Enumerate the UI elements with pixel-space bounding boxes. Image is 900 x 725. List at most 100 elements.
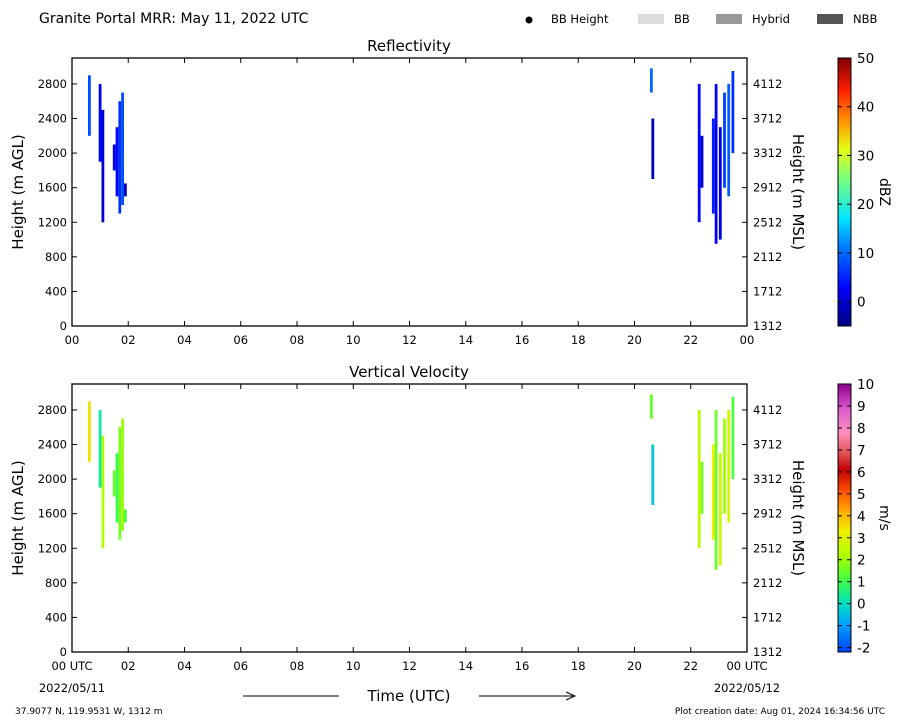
reflectivity-y2-tick-label: 1712 bbox=[753, 284, 782, 298]
velocity-plot-marks bbox=[88, 394, 735, 570]
legend-hybrid-swatch bbox=[716, 14, 742, 24]
reflectivity-panel: Reflectivity 00 02 04 06 08 10 12 14 16 18 20 22 000… bbox=[9, 37, 892, 347]
reflectivity-y-tick-label: 2800 bbox=[38, 77, 67, 91]
reflectivity-data-column bbox=[723, 92, 726, 188]
velocity-data-column bbox=[101, 435, 105, 549]
reflectivity-data-column bbox=[121, 92, 124, 205]
reflectivity-data-column bbox=[700, 135, 704, 188]
reflectivity-data-column bbox=[112, 144, 116, 171]
velocity-plot-frame bbox=[71, 383, 748, 653]
velocity-y-label: Height (m AGL) bbox=[9, 460, 27, 575]
reflectivity-y2-tick-label: 3312 bbox=[753, 146, 782, 160]
reflectivity-data-column bbox=[98, 83, 102, 162]
reflectivity-y2-tick-label: 2112 bbox=[753, 250, 782, 264]
reflectivity-data-column bbox=[88, 75, 91, 136]
velocity-data-column bbox=[112, 470, 116, 497]
legend-nbb-swatch bbox=[817, 14, 843, 24]
legend-bb-height-marker bbox=[525, 16, 533, 24]
velocity-data-column bbox=[650, 394, 653, 419]
velocity-data-column bbox=[731, 397, 735, 480]
reflectivity-data-column bbox=[118, 101, 122, 214]
reflectivity-title: Reflectivity bbox=[367, 37, 451, 55]
reflectivity-data-column bbox=[711, 118, 715, 214]
velocity-y2-tick-label: 3312 bbox=[753, 472, 782, 486]
velocity-y2-tick-label: 1712 bbox=[753, 610, 782, 624]
velocity-data-column bbox=[118, 427, 122, 540]
reflectivity-colorbar-label: dBZ bbox=[876, 178, 892, 206]
reflectivity-x-tick-label: 02 bbox=[121, 333, 136, 347]
reflectivity-colorbar-tick-label: 10 bbox=[857, 246, 874, 262]
reflectivity-colorbar-tick-label: 20 bbox=[857, 197, 874, 213]
reflectivity-data-column bbox=[727, 83, 731, 197]
legend-nbb-label: NBB bbox=[853, 12, 877, 26]
reflectivity-x-tick-label: 14 bbox=[458, 333, 473, 347]
velocity-data-column bbox=[124, 509, 127, 523]
creation-date-text: Plot creation date: Aug 01, 2024 16:34:5… bbox=[675, 707, 885, 717]
reflectivity-x-tick-label: 18 bbox=[571, 333, 586, 347]
reflectivity-x-tick-label: 06 bbox=[233, 333, 248, 347]
reflectivity-data-column bbox=[650, 68, 653, 93]
reflectivity-x-tick-label: 00 bbox=[740, 333, 755, 347]
reflectivity-data-column bbox=[651, 118, 655, 179]
velocity-y2-tick-label: 1312 bbox=[753, 645, 782, 659]
velocity-y-tick-label: 0 bbox=[60, 645, 67, 659]
reflectivity-x-tick-label: 08 bbox=[290, 333, 305, 347]
velocity-y2-tick-label: 2112 bbox=[753, 576, 782, 590]
velocity-y-tick-label: 800 bbox=[45, 576, 67, 590]
reflectivity-data-column bbox=[697, 83, 701, 223]
velocity-data-column bbox=[711, 444, 715, 540]
legend-hybrid-label: Hybrid bbox=[752, 12, 790, 26]
velocity-data-column bbox=[723, 418, 726, 514]
velocity-data-column bbox=[121, 418, 124, 531]
velocity-x-tick-label: 02 bbox=[121, 659, 136, 673]
reflectivity-colorbar-ticks: 0 10 20 30 40 50 bbox=[838, 51, 874, 311]
velocity-colorbar-tick-label: 5 bbox=[857, 487, 866, 503]
reflectivity-y-label: Height (m AGL) bbox=[9, 134, 27, 249]
velocity-colorbar-tick-label: -2 bbox=[857, 641, 870, 657]
velocity-x-tick-label: 08 bbox=[290, 659, 305, 673]
velocity-y-tick-label: 1600 bbox=[38, 507, 67, 521]
xlabel-arrowhead bbox=[565, 691, 577, 701]
velocity-x-tick-label: 16 bbox=[515, 659, 530, 673]
velocity-x-tick-label: 14 bbox=[458, 659, 473, 673]
velocity-data-column bbox=[697, 409, 701, 549]
reflectivity-x-tick-label: 22 bbox=[683, 333, 698, 347]
legend-bb-label: BB bbox=[674, 12, 690, 26]
velocity-y2-tick-label: 2512 bbox=[753, 541, 782, 555]
velocity-x-tick-label: 00 UTC bbox=[51, 659, 92, 673]
velocity-data-column bbox=[718, 453, 722, 566]
velocity-x-tick-label: 20 bbox=[627, 659, 642, 673]
reflectivity-y-tick-label: 400 bbox=[45, 284, 67, 298]
velocity-colorbar-tick-label: 2 bbox=[857, 553, 866, 569]
velocity-colorbar-tick-label: 10 bbox=[857, 377, 874, 393]
reflectivity-y2-tick-label: 2912 bbox=[753, 181, 782, 195]
velocity-y-tick-label: 400 bbox=[45, 610, 67, 624]
velocity-colorbar-tick-label: 8 bbox=[857, 421, 866, 437]
reflectivity-y2-tick-label: 1312 bbox=[753, 319, 782, 333]
location-text: 37.9077 N, 119.9531 W, 1312 m bbox=[15, 707, 163, 717]
velocity-x-tick-label: 00 UTC bbox=[726, 659, 767, 673]
end-date-label: 2022/05/12 bbox=[714, 681, 780, 695]
reflectivity-y2-label: Height (m MSL) bbox=[789, 134, 807, 250]
reflectivity-y-tick-label: 800 bbox=[45, 250, 67, 264]
reflectivity-y-tick-label: 1600 bbox=[38, 181, 67, 195]
velocity-colorbar-label: m/s bbox=[876, 505, 892, 531]
velocity-data-column bbox=[651, 444, 655, 505]
reflectivity-colorbar bbox=[837, 57, 852, 327]
velocity-colorbar-tick-label: 4 bbox=[857, 509, 866, 525]
reflectivity-colorbar-tick-label: 30 bbox=[857, 148, 874, 164]
velocity-colorbar bbox=[837, 383, 852, 653]
velocity-x-tick-label: 22 bbox=[683, 659, 698, 673]
velocity-data-column bbox=[700, 461, 704, 514]
reflectivity-y-tick-label: 0 bbox=[60, 319, 67, 333]
velocity-x-tick-label: 10 bbox=[346, 659, 361, 673]
velocity-data-column bbox=[714, 409, 718, 570]
reflectivity-data-column bbox=[718, 127, 722, 240]
velocity-x-tick-label: 04 bbox=[177, 659, 192, 673]
reflectivity-y2-tick-label: 4112 bbox=[753, 77, 782, 91]
reflectivity-plot-marks bbox=[88, 68, 735, 244]
reflectivity-plot-frame bbox=[71, 57, 748, 327]
reflectivity-colorbar-tick-label: 0 bbox=[857, 295, 866, 311]
